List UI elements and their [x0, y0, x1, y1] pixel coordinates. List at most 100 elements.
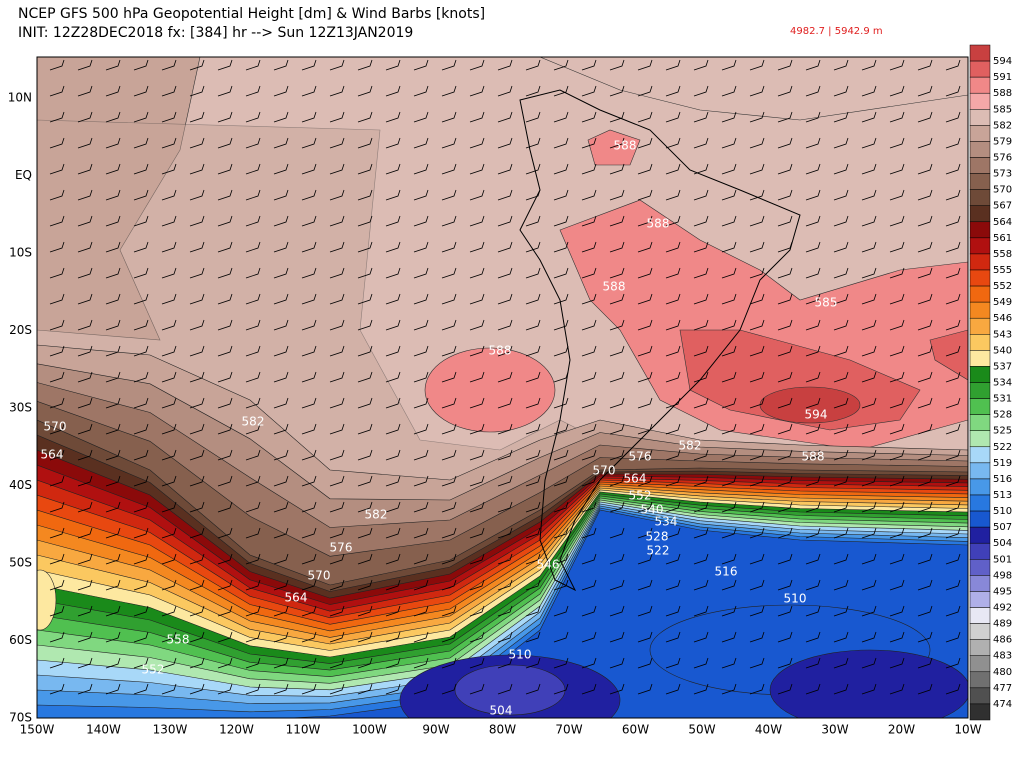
- wind-barb: [609, 59, 625, 71]
- wind-barb: [833, 475, 849, 487]
- contour-label: 588: [802, 450, 825, 464]
- wind-barb: [693, 59, 709, 71]
- wind-barb: [245, 137, 261, 149]
- wind-barb: [777, 527, 793, 539]
- wind-barb: [637, 163, 653, 175]
- wind-barb: [133, 85, 149, 97]
- wind-barb: [301, 267, 317, 279]
- lon-label: 90W: [422, 723, 449, 737]
- wind-barb: [357, 111, 373, 123]
- wind-barb: [497, 475, 513, 487]
- wind-barb: [553, 579, 569, 591]
- wind-barb: [945, 267, 961, 279]
- wind-barb: [945, 189, 961, 201]
- wind-barb: [189, 605, 205, 617]
- wind-barb: [497, 683, 513, 695]
- wind-barb: [217, 475, 233, 487]
- wind-barb: [805, 267, 821, 279]
- wind-barb: [749, 501, 765, 513]
- wind-barb: [805, 111, 821, 123]
- wind-barb: [637, 267, 653, 279]
- contour-label: 582: [679, 439, 702, 453]
- wind-barb: [497, 605, 513, 617]
- wind-barb: [189, 397, 205, 409]
- wind-barb: [413, 579, 429, 591]
- wind-barb: [553, 345, 569, 357]
- wind-barb: [693, 449, 709, 461]
- wind-barb: [217, 371, 233, 383]
- wind-barb: [805, 397, 821, 409]
- wind-barb: [357, 501, 373, 513]
- colorbar-box: [969, 526, 991, 544]
- wind-barb: [553, 85, 569, 97]
- wind-barb: [637, 579, 653, 591]
- wind-barb: [805, 319, 821, 331]
- wind-barb: [385, 475, 401, 487]
- lon-label: 40W: [755, 723, 782, 737]
- wind-barb: [749, 631, 765, 643]
- colorbar-label: 549: [993, 297, 1012, 308]
- wind-barb: [721, 241, 737, 253]
- wind-barb: [777, 137, 793, 149]
- wind-barb: [833, 449, 849, 461]
- wind-barb: [553, 241, 569, 253]
- wind-barb: [161, 657, 177, 669]
- wind-barb: [105, 59, 121, 71]
- wind-barb: [805, 423, 821, 435]
- wind-barb: [161, 371, 177, 383]
- wind-barb: [861, 319, 877, 331]
- wind-barb: [693, 631, 709, 643]
- wind-barb: [133, 137, 149, 149]
- wind-barb: [833, 267, 849, 279]
- wind-barb: [833, 137, 849, 149]
- contour-label: 570: [593, 464, 616, 478]
- wind-barb: [301, 449, 317, 461]
- wind-barb: [665, 345, 681, 357]
- contour-label: 558: [167, 633, 190, 647]
- wind-barb: [497, 137, 513, 149]
- wind-barb: [777, 605, 793, 617]
- colorbar-box: [969, 671, 991, 689]
- wind-barb: [77, 215, 93, 227]
- colorbar-label: 486: [993, 635, 1012, 646]
- lon-label: 30W: [821, 723, 848, 737]
- wind-barb: [441, 241, 457, 253]
- wind-barb: [105, 527, 121, 539]
- height-field: [769, 649, 968, 718]
- wind-barb: [833, 553, 849, 565]
- wind-barb: [217, 553, 233, 565]
- wind-barb: [133, 189, 149, 201]
- wind-barb: [497, 215, 513, 227]
- wind-barb: [525, 683, 541, 695]
- wind-barb: [721, 371, 737, 383]
- wind-barb: [581, 397, 597, 409]
- wind-barb: [49, 371, 65, 383]
- wind-barb: [693, 111, 709, 123]
- wind-barb: [49, 267, 65, 279]
- wind-barb: [553, 111, 569, 123]
- wind-barb: [189, 553, 205, 565]
- wind-barb: [497, 631, 513, 643]
- wind-barb: [553, 475, 569, 487]
- height-field: [37, 57, 201, 341]
- wind-barb: [525, 189, 541, 201]
- wind-barb: [77, 579, 93, 591]
- colorbar-label: 582: [993, 120, 1012, 131]
- wind-barb: [693, 345, 709, 357]
- wind-barb: [413, 59, 429, 71]
- wind-barb: [357, 371, 373, 383]
- wind-barb: [665, 189, 681, 201]
- lon-label: 60W: [622, 723, 649, 737]
- wind-barb: [469, 267, 485, 279]
- wind-barb: [161, 345, 177, 357]
- wind-barb: [553, 189, 569, 201]
- wind-barb: [525, 605, 541, 617]
- wind-barb: [441, 475, 457, 487]
- wind-barb: [329, 371, 345, 383]
- wind-barb: [497, 579, 513, 591]
- wind-barb: [581, 501, 597, 513]
- wind-barb: [833, 683, 849, 695]
- wind-barb: [609, 683, 625, 695]
- wind-barb: [161, 449, 177, 461]
- wind-barb: [273, 163, 289, 175]
